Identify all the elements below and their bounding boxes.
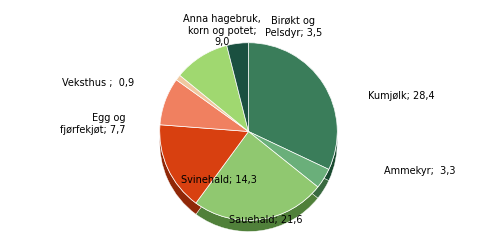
Text: Anna hagebruk,
korn og potet;
9,0: Anna hagebruk, korn og potet; 9,0 — [183, 14, 261, 47]
Wedge shape — [248, 54, 337, 181]
Wedge shape — [248, 43, 337, 169]
Wedge shape — [196, 143, 318, 232]
Wedge shape — [196, 131, 318, 220]
Text: Svinehald; 14,3: Svinehald; 14,3 — [181, 175, 257, 185]
Wedge shape — [160, 136, 248, 214]
Wedge shape — [227, 54, 248, 143]
Wedge shape — [176, 75, 248, 131]
Wedge shape — [180, 46, 248, 131]
Wedge shape — [160, 80, 248, 131]
Text: Sauehald; 21,6: Sauehald; 21,6 — [229, 215, 302, 225]
Wedge shape — [160, 125, 248, 203]
Wedge shape — [180, 57, 248, 143]
Wedge shape — [227, 43, 248, 131]
Wedge shape — [248, 131, 329, 187]
Wedge shape — [176, 87, 248, 143]
Wedge shape — [196, 131, 318, 220]
Wedge shape — [248, 143, 329, 198]
Wedge shape — [248, 43, 337, 169]
Wedge shape — [160, 125, 248, 203]
Wedge shape — [160, 80, 248, 131]
Wedge shape — [248, 131, 329, 187]
Wedge shape — [227, 43, 248, 131]
Wedge shape — [180, 46, 248, 131]
Text: Ammekyr;  3,3: Ammekyr; 3,3 — [384, 166, 455, 176]
Wedge shape — [160, 91, 248, 143]
Wedge shape — [176, 75, 248, 131]
Text: Birøkt og
Pelsdyr; 3,5: Birøkt og Pelsdyr; 3,5 — [265, 16, 322, 38]
Text: Veksthus ;  0,9: Veksthus ; 0,9 — [63, 78, 135, 88]
Text: Egg og
fjørfekjøt; 7,7: Egg og fjørfekjøt; 7,7 — [60, 113, 125, 135]
Text: Kumjølk; 28,4: Kumjølk; 28,4 — [368, 91, 435, 101]
